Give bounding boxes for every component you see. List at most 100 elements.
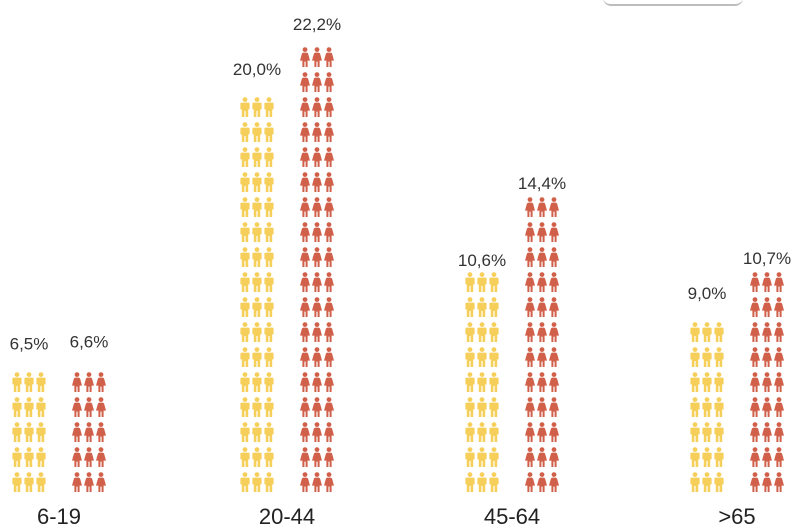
female-person-icon (537, 447, 547, 467)
female-person-icon (774, 422, 784, 442)
male-person-icon (264, 122, 274, 142)
female-person-icon (300, 347, 310, 367)
female-person-icon (525, 197, 535, 217)
male-person-icon (477, 297, 487, 317)
male-person-icon (240, 222, 250, 242)
female-person-icon (525, 297, 535, 317)
male-person-icon (252, 447, 262, 467)
male-person-icon (489, 372, 499, 392)
female-person-icon (537, 247, 547, 267)
female-person-icon (312, 447, 322, 467)
female-person-icon (774, 397, 784, 417)
male-person-icon (714, 422, 724, 442)
female-person-icon (537, 322, 547, 342)
female-person-icon (300, 72, 310, 92)
pictogram-bar (525, 197, 559, 492)
male-person-icon (252, 322, 262, 342)
male-person-icon (240, 97, 250, 117)
female-person-icon (774, 372, 784, 392)
female-person-icon (750, 347, 760, 367)
female-person-icon (774, 272, 784, 292)
male-person-icon (240, 372, 250, 392)
female-person-icon (762, 272, 772, 292)
female-person-icon (750, 322, 760, 342)
female-person-icon (774, 297, 784, 317)
male-person-icon (264, 172, 274, 192)
data-label: 9,0% (688, 284, 727, 303)
female-person-icon (537, 422, 547, 442)
male-person-icon (489, 397, 499, 417)
male-person-icon (690, 347, 700, 367)
female-person-icon (750, 397, 760, 417)
male-person-icon (240, 397, 250, 417)
female-person-icon (750, 447, 760, 467)
data-label: 22,2% (293, 15, 341, 34)
category-group: 10,6% 14,4% 45-64 (458, 174, 566, 528)
male-person-icon (240, 272, 250, 292)
female-person-icon (549, 247, 559, 267)
female-person-icon (312, 247, 322, 267)
female-person-icon (762, 347, 772, 367)
pictogram-bar (300, 47, 334, 492)
female-person-icon (525, 222, 535, 242)
female-person-icon (525, 447, 535, 467)
female-person-icon (300, 47, 310, 67)
male-person-icon (489, 272, 499, 292)
female-person-icon (300, 472, 310, 492)
male-person-icon (702, 397, 712, 417)
pictogram-bar (240, 97, 274, 492)
female-person-icon (84, 372, 94, 392)
female-person-icon (300, 272, 310, 292)
female-person-icon (300, 372, 310, 392)
male-person-icon (714, 372, 724, 392)
male-person-icon (264, 422, 274, 442)
male-person-icon (489, 322, 499, 342)
male-person-icon (240, 197, 250, 217)
female-person-icon (312, 197, 322, 217)
male-person-icon (12, 372, 22, 392)
data-label: 6,5% (10, 335, 49, 354)
male-person-icon (264, 447, 274, 467)
male-person-icon (240, 422, 250, 442)
female-person-icon (762, 397, 772, 417)
male-person-icon (465, 347, 475, 367)
male-person-icon (240, 322, 250, 342)
data-label: 10,7% (743, 249, 791, 268)
data-label: 10,6% (458, 251, 506, 270)
female-person-icon (300, 147, 310, 167)
female-person-icon (549, 197, 559, 217)
male-person-icon (36, 472, 46, 492)
male-person-icon (264, 322, 274, 342)
female-person-icon (762, 372, 772, 392)
male-person-icon (477, 322, 487, 342)
female-person-icon (72, 422, 82, 442)
male-person-icon (465, 472, 475, 492)
female-person-icon (549, 272, 559, 292)
male-person-icon (240, 472, 250, 492)
female-person-icon (525, 272, 535, 292)
male-person-icon (690, 422, 700, 442)
female-person-icon (774, 447, 784, 467)
male-person-icon (702, 472, 712, 492)
male-person-icon (252, 197, 262, 217)
male-person-icon (465, 372, 475, 392)
female-person-icon (549, 322, 559, 342)
male-person-icon (240, 172, 250, 192)
category-label: 20-44 (259, 504, 315, 528)
female-person-icon (72, 447, 82, 467)
male-person-icon (714, 472, 724, 492)
male-person-icon (252, 222, 262, 242)
male-person-icon (477, 372, 487, 392)
male-person-icon (702, 322, 712, 342)
female-person-icon (300, 397, 310, 417)
data-label: 20,0% (233, 60, 281, 79)
male-person-icon (264, 372, 274, 392)
female-person-icon (324, 422, 334, 442)
male-person-icon (477, 397, 487, 417)
male-person-icon (24, 422, 34, 442)
female-person-icon (312, 222, 322, 242)
male-person-icon (240, 297, 250, 317)
female-person-icon (525, 247, 535, 267)
female-person-icon (549, 472, 559, 492)
